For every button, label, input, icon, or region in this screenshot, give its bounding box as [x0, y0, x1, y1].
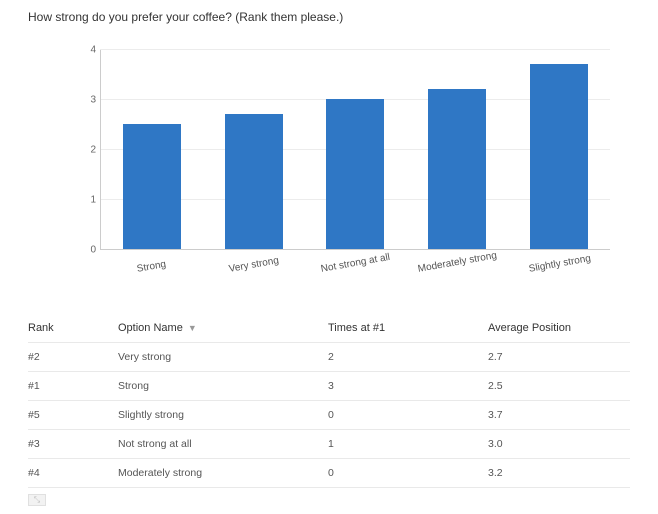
x-label-slot: Slightly strong — [508, 260, 610, 304]
x-axis-label: Strong — [136, 259, 172, 304]
y-tick-label: 3 — [90, 95, 96, 106]
bar[interactable] — [428, 89, 486, 249]
y-tick-label: 0 — [90, 245, 96, 256]
cell-name: Not strong at all — [118, 438, 328, 450]
expand-icon[interactable]: ⤡ — [28, 494, 46, 506]
cell-rank: #4 — [28, 467, 118, 479]
cell-rank: #5 — [28, 409, 118, 421]
bar[interactable] — [326, 99, 384, 249]
sort-desc-icon: ▼ — [188, 323, 197, 333]
cell-times: 3 — [328, 380, 488, 392]
bar-slot — [203, 50, 305, 249]
cell-avg: 2.7 — [488, 351, 630, 363]
cell-rank: #3 — [28, 438, 118, 450]
cell-times: 0 — [328, 467, 488, 479]
cell-avg: 3.7 — [488, 409, 630, 421]
table-body: #2Very strong22.7#1Strong32.5#5Slightly … — [28, 343, 630, 488]
table-row[interactable]: #3Not strong at all13.0 — [28, 430, 630, 459]
col-header-name-label: Option Name — [118, 322, 183, 334]
question-text: How strong do you prefer your coffee? (R… — [28, 10, 630, 24]
results-table: Rank Option Name ▼ Times at #1 Average P… — [28, 314, 630, 488]
cell-name: Moderately strong — [118, 467, 328, 479]
cell-times: 0 — [328, 409, 488, 421]
x-axis-label: Not strong at all — [320, 252, 396, 304]
bar-slot — [101, 50, 203, 249]
cell-name: Slightly strong — [118, 409, 328, 421]
x-axis-label: Moderately strong — [417, 250, 503, 303]
x-axis-label: Slightly strong — [528, 253, 597, 303]
cell-rank: #1 — [28, 380, 118, 392]
col-header-rank[interactable]: Rank — [28, 322, 118, 334]
table-header-row: Rank Option Name ▼ Times at #1 Average P… — [28, 314, 630, 343]
y-tick-label: 4 — [90, 45, 96, 56]
col-header-times[interactable]: Times at #1 — [328, 322, 488, 334]
cell-rank: #2 — [28, 351, 118, 363]
table-row[interactable]: #5Slightly strong03.7 — [28, 401, 630, 430]
table-row[interactable]: #1Strong32.5 — [28, 372, 630, 401]
bar[interactable] — [225, 114, 283, 249]
cell-name: Very strong — [118, 351, 328, 363]
table-row[interactable]: #4Moderately strong03.2 — [28, 459, 630, 488]
y-tick-label: 2 — [90, 145, 96, 156]
x-label-slot: Not strong at all — [304, 260, 406, 304]
bar[interactable] — [123, 124, 181, 249]
cell-times: 1 — [328, 438, 488, 450]
x-label-slot: Moderately strong — [406, 260, 508, 304]
cell-name: Strong — [118, 380, 328, 392]
bar-chart: 01234 — [100, 50, 610, 250]
y-axis: 01234 — [80, 50, 100, 250]
cell-avg: 3.2 — [488, 467, 630, 479]
y-tick-label: 1 — [90, 195, 96, 206]
bar-slot — [305, 50, 407, 249]
col-header-name[interactable]: Option Name ▼ — [118, 322, 328, 334]
x-label-slot: Very strong — [202, 260, 304, 304]
bar-slot — [406, 50, 508, 249]
cell-avg: 3.0 — [488, 438, 630, 450]
bar[interactable] — [530, 64, 588, 249]
chart-region: 01234 StrongVery strongNot strong at all… — [100, 50, 610, 304]
col-header-avg[interactable]: Average Position — [488, 322, 630, 334]
x-axis-label: Very strong — [228, 255, 285, 303]
bar-slot — [508, 50, 610, 249]
cell-times: 2 — [328, 351, 488, 363]
cell-avg: 2.5 — [488, 380, 630, 392]
plot-area — [100, 50, 610, 250]
x-axis-labels: Strong Very strongNot strong at allModera… — [100, 260, 610, 304]
x-label-slot: Strong — [100, 260, 202, 304]
table-row[interactable]: #2Very strong22.7 — [28, 343, 630, 372]
